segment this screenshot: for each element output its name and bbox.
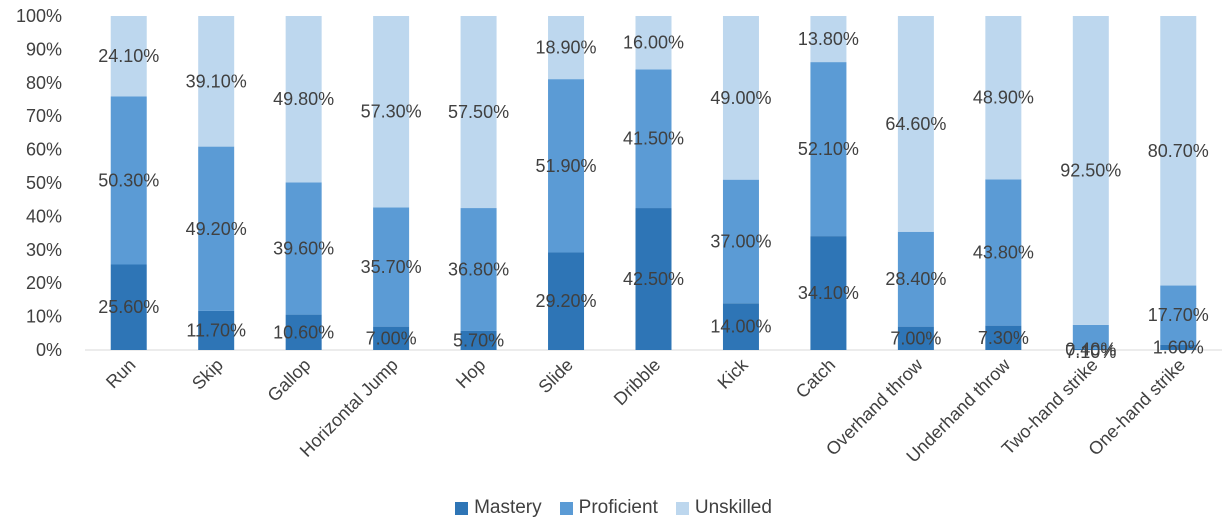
data-label-mastery-horizontal-jump: 7.00% xyxy=(366,328,417,348)
data-label-proficient-skip: 49.20% xyxy=(186,219,247,239)
data-label-proficient-catch: 52.10% xyxy=(798,139,859,159)
x-tick-label-one-hand-strike: One-hand strike xyxy=(1084,355,1189,460)
data-label-unskilled-run: 24.10% xyxy=(98,46,159,66)
data-label-unskilled-gallop: 49.80% xyxy=(273,89,334,109)
legend-label-proficient: Proficient xyxy=(579,497,658,519)
data-label-unskilled-dribble: 16.00% xyxy=(623,33,684,53)
x-tick-label-hop: Hop xyxy=(452,355,489,392)
legend-item-proficient: Proficient xyxy=(560,497,658,519)
data-label-mastery-overhand-throw: 7.00% xyxy=(890,328,941,348)
data-label-unskilled-underhand-throw: 48.90% xyxy=(973,88,1034,108)
data-label-proficient-overhand-throw: 28.40% xyxy=(885,269,946,289)
data-label-proficient-dribble: 41.50% xyxy=(623,129,684,149)
data-label-unskilled-skip: 39.10% xyxy=(186,71,247,91)
data-label-mastery-dribble: 42.50% xyxy=(623,269,684,289)
data-label-unskilled-two-hand-strike: 92.50% xyxy=(1060,160,1121,180)
x-tick-label-kick: Kick xyxy=(714,354,753,393)
x-tick-label-run: Run xyxy=(102,355,139,392)
y-tick-label: 30% xyxy=(26,240,62,260)
data-label-unskilled-horizontal-jump: 57.30% xyxy=(361,102,422,122)
data-label-proficient-horizontal-jump: 35.70% xyxy=(361,257,422,277)
data-label-mastery-skip: 11.70% xyxy=(186,320,246,340)
data-label-unskilled-kick: 49.00% xyxy=(710,88,771,108)
legend-label-unskilled: Unskilled xyxy=(695,497,772,519)
data-label-proficient-run: 50.30% xyxy=(98,170,159,190)
y-tick-label: 0% xyxy=(36,340,62,360)
y-tick-label: 50% xyxy=(26,173,62,193)
data-label-unskilled-catch: 13.80% xyxy=(798,29,859,49)
y-tick-label: 80% xyxy=(26,73,62,93)
data-label-mastery-one-hand-strike: 1.60% xyxy=(1153,337,1204,357)
y-tick-label: 10% xyxy=(26,307,62,327)
data-label-unskilled-overhand-throw: 64.60% xyxy=(885,114,946,134)
x-tick-label-slide: Slide xyxy=(534,355,576,397)
data-label-mastery-run: 25.60% xyxy=(98,297,159,317)
data-label-mastery-slide: 29.20% xyxy=(536,291,597,311)
x-tick-label-skip: Skip xyxy=(188,355,227,394)
x-tick-label-catch: Catch xyxy=(792,355,839,402)
data-label-mastery-underhand-throw: 7.30% xyxy=(978,328,1029,348)
x-tick-label-gallop: Gallop xyxy=(264,355,315,406)
data-label-proficient-kick: 37.00% xyxy=(710,231,771,251)
data-label-proficient-underhand-throw: 43.80% xyxy=(973,242,1034,262)
y-tick-label: 20% xyxy=(26,273,62,293)
data-label-proficient-gallop: 39.60% xyxy=(273,238,334,258)
legend-item-mastery: Mastery xyxy=(455,497,542,519)
legend-swatch-proficient xyxy=(560,502,573,515)
y-tick-label: 40% xyxy=(26,206,62,226)
legend-item-unskilled: Unskilled xyxy=(676,497,772,519)
legend-label-mastery: Mastery xyxy=(474,497,542,519)
chart-plot: 0% 10% 20% 30% 40% 50% 60% 70% 80% 90% 100% 25.60% 5… xyxy=(0,0,1227,495)
y-tick-label: 70% xyxy=(26,106,62,126)
data-label-unskilled-hop: 57.50% xyxy=(448,102,509,122)
data-label-mastery-kick: 14.00% xyxy=(710,317,771,337)
y-tick-label: 90% xyxy=(26,39,62,59)
legend-swatch-mastery xyxy=(455,502,468,515)
x-tick-label-dribble: Dribble xyxy=(610,355,664,409)
y-tick-label: 60% xyxy=(26,140,62,160)
y-tick-label: 100% xyxy=(16,6,62,26)
data-label-mastery-catch: 34.10% xyxy=(798,283,859,303)
data-label-unskilled-slide: 18.90% xyxy=(536,38,597,58)
data-label-mastery-gallop: 10.60% xyxy=(273,322,334,342)
legend: Mastery Proficient Unskilled xyxy=(0,497,1227,519)
data-label-proficient-slide: 51.90% xyxy=(536,156,597,176)
legend-swatch-unskilled xyxy=(676,502,689,515)
data-label-unskilled-one-hand-strike: 80.70% xyxy=(1148,141,1209,161)
data-label-proficient-one-hand-strike: 17.70% xyxy=(1148,305,1209,325)
data-label-proficient-hop: 36.80% xyxy=(448,260,509,280)
data-label-mastery-hop: 5.70% xyxy=(453,330,504,350)
